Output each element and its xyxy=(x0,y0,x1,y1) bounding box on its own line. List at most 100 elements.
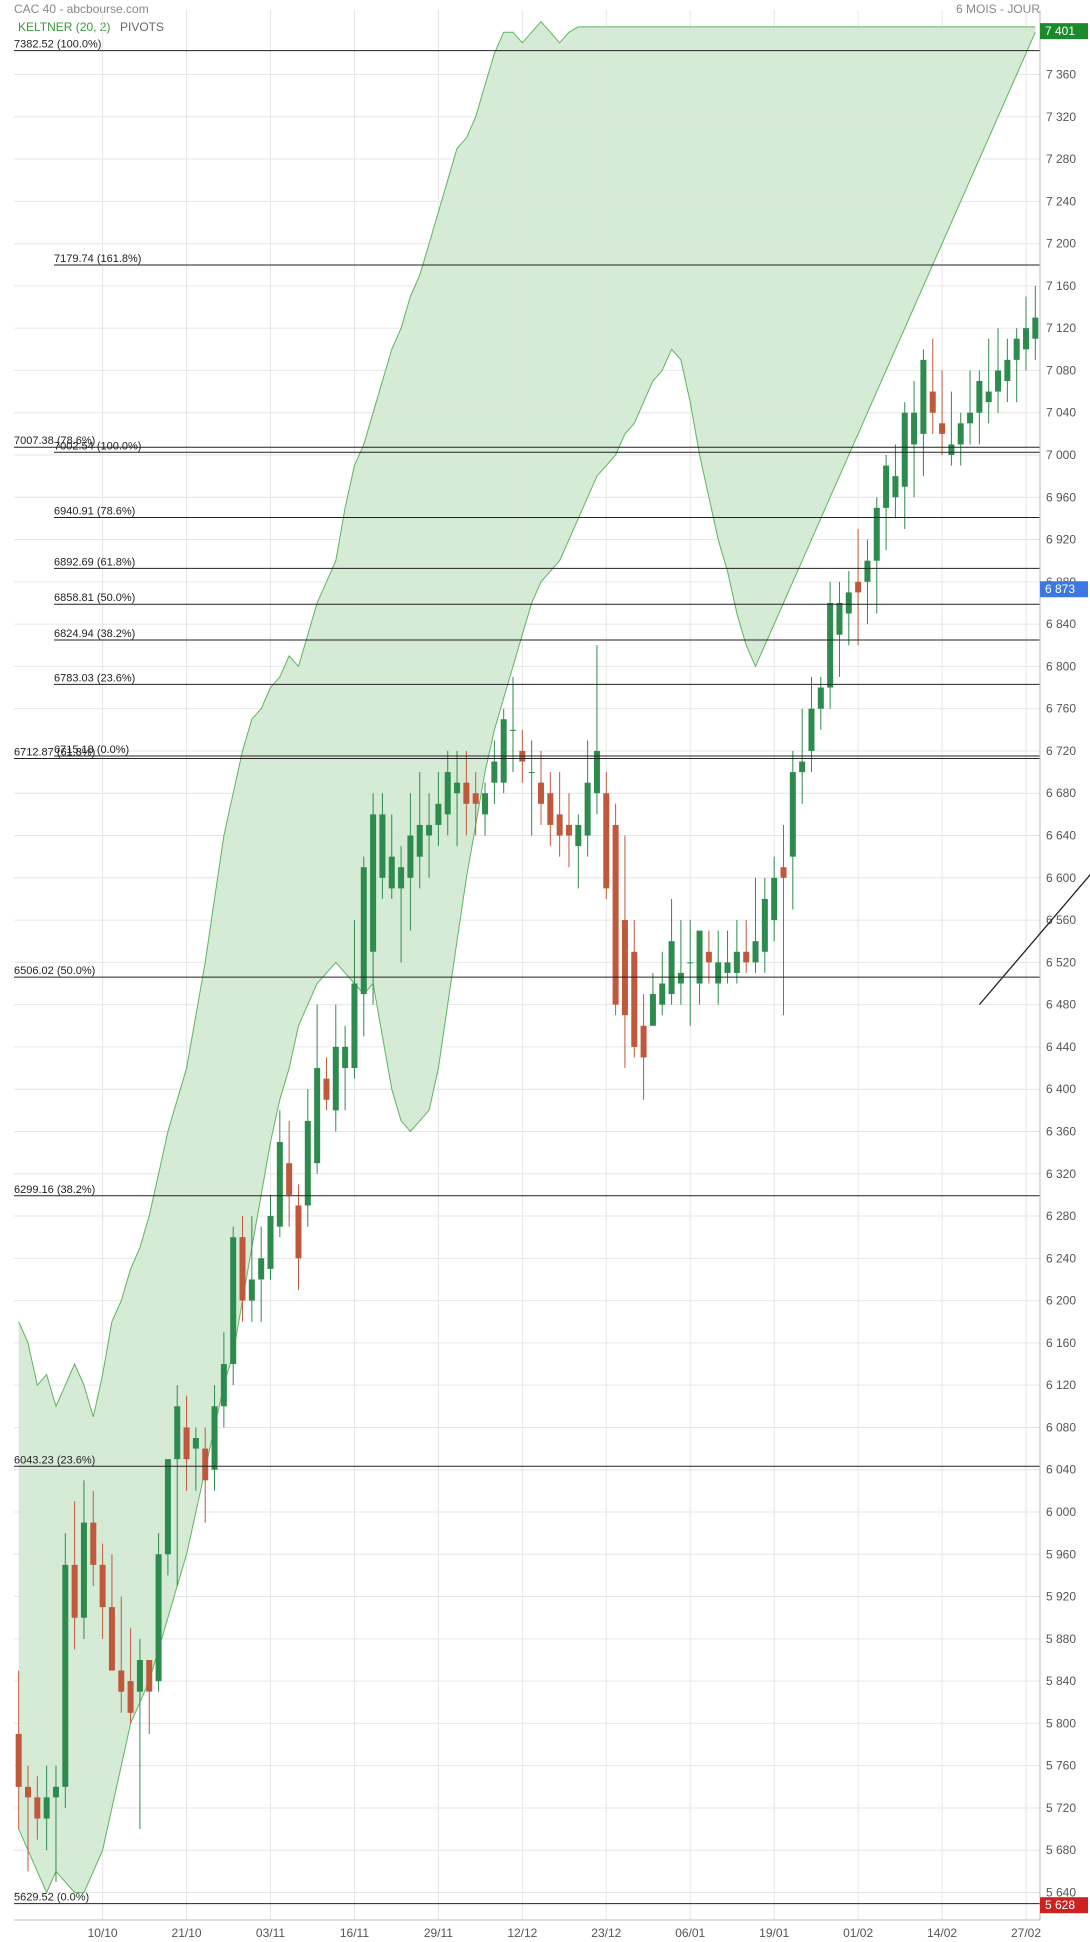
candle-up xyxy=(1032,317,1039,339)
candle-up xyxy=(985,391,992,403)
candle-up xyxy=(174,1406,181,1460)
price-badges: 7 401 6 873 5 628 xyxy=(1040,23,1088,1914)
x-tick-label: 19/01 xyxy=(759,1926,789,1940)
candle-up xyxy=(136,1659,143,1692)
pivot-label: 6043.23 (23.6%) xyxy=(14,1454,95,1466)
y-tick-label: 5 720 xyxy=(1046,1801,1076,1815)
candle-down xyxy=(183,1427,190,1460)
y-tick-label: 6 800 xyxy=(1046,659,1076,673)
keltner-lower-line xyxy=(18,31,1036,1894)
y-tick-label: 7 280 xyxy=(1046,152,1076,166)
candle-down xyxy=(631,951,638,1047)
price-badge-label: 7 401 xyxy=(1045,24,1075,38)
candle-down xyxy=(939,423,946,434)
y-tick-label: 7 120 xyxy=(1046,321,1076,335)
y-tick-label: 6 520 xyxy=(1046,955,1076,969)
pivot-label: 6858.81 (50.0%) xyxy=(54,592,135,604)
candle-up xyxy=(407,835,414,878)
axes: 5 640 5 680 5 720 5 760 5 800 5 840 5 880 5 920… xyxy=(14,10,1076,1940)
candle-up xyxy=(1013,338,1020,360)
candle-up xyxy=(314,1068,321,1164)
candle-down xyxy=(323,1078,330,1100)
candle-up xyxy=(248,1279,255,1301)
candle-up xyxy=(724,962,731,973)
candle-down xyxy=(71,1564,78,1618)
candle-up xyxy=(192,1438,199,1449)
y-tick-label: 6 000 xyxy=(1046,1505,1076,1519)
candle-up xyxy=(845,592,852,614)
candle-up xyxy=(649,994,656,1026)
y-tick-label: 6 240 xyxy=(1046,1251,1076,1265)
candle-down xyxy=(929,391,936,413)
candle-up xyxy=(62,1564,69,1787)
candle-up xyxy=(715,962,722,984)
pivot-label: 6783.03 (23.6%) xyxy=(54,672,135,684)
candle-up xyxy=(752,941,759,963)
candle-up xyxy=(733,951,740,973)
y-tick-label: 5 640 xyxy=(1046,1886,1076,1900)
y-tick-label: 5 800 xyxy=(1046,1716,1076,1730)
candle-up xyxy=(668,941,675,995)
candle-up xyxy=(883,465,890,508)
y-tick-label: 6 840 xyxy=(1046,617,1076,631)
candle-down xyxy=(743,951,750,963)
y-tick-label: 6 760 xyxy=(1046,702,1076,716)
y-tick-label: 6 440 xyxy=(1046,1040,1076,1054)
candle-up xyxy=(220,1364,227,1407)
y-tick-label: 5 840 xyxy=(1046,1674,1076,1688)
candle-down xyxy=(547,793,554,825)
candle-up xyxy=(687,962,694,964)
candle-up xyxy=(575,824,582,847)
pivot-label: 6506.02 (50.0%) xyxy=(14,965,95,977)
candle-down xyxy=(127,1681,134,1713)
candle-up xyxy=(799,761,806,773)
candle-up xyxy=(827,602,834,688)
y-tick-label: 5 960 xyxy=(1046,1547,1076,1561)
candle-up xyxy=(332,1046,339,1111)
candle-up xyxy=(370,814,377,952)
candle-down xyxy=(640,1025,647,1058)
y-tick-label: 6 640 xyxy=(1046,829,1076,843)
candle-down xyxy=(612,824,619,1005)
candle-up xyxy=(584,782,591,836)
candle-down xyxy=(472,793,479,804)
candle-up xyxy=(873,507,880,561)
candle-down xyxy=(108,1607,115,1671)
candle-up xyxy=(155,1554,162,1682)
y-tick-label: 7 320 xyxy=(1046,110,1076,124)
y-tick-label: 6 120 xyxy=(1046,1378,1076,1392)
y-tick-label: 6 320 xyxy=(1046,1167,1076,1181)
candle-up xyxy=(677,972,684,984)
candle-up xyxy=(267,1216,274,1269)
y-tick-label: 6 080 xyxy=(1046,1420,1076,1434)
price-badge xyxy=(1040,1897,1088,1914)
x-tick-label: 21/10 xyxy=(172,1926,202,1940)
y-tick-label: 6 360 xyxy=(1046,1124,1076,1138)
x-tick-label: 03/11 xyxy=(256,1926,285,1940)
keltner-band-fill xyxy=(18,21,1036,1893)
candle-up xyxy=(398,867,405,889)
y-tick-label: 6 160 xyxy=(1046,1336,1076,1350)
candle-down xyxy=(556,814,563,836)
candle-up xyxy=(761,898,768,952)
candle-up xyxy=(454,782,461,794)
pivots-legend: PIVOTS xyxy=(120,20,165,34)
candle-down xyxy=(295,1205,302,1259)
candle-up xyxy=(426,824,433,836)
candle-up xyxy=(659,983,666,1005)
candle-up xyxy=(528,772,535,774)
y-tick-label: 5 920 xyxy=(1046,1590,1076,1604)
y-tick-label: 7 000 xyxy=(1046,448,1076,462)
candle-down xyxy=(90,1522,97,1565)
candle-up xyxy=(1023,328,1030,350)
candle-up xyxy=(510,729,517,731)
pivot-label: 7382.52 (100.0%) xyxy=(14,39,101,51)
x-tick-label: 14/02 xyxy=(927,1926,957,1940)
candle-up xyxy=(230,1237,237,1365)
candle-up xyxy=(416,824,423,857)
keltner-upper-line xyxy=(18,20,1036,1418)
candle-down xyxy=(202,1448,209,1481)
pivot-label: 6299.16 (38.2%) xyxy=(14,1184,95,1196)
candle-up xyxy=(696,930,703,984)
candle-down xyxy=(463,782,470,804)
